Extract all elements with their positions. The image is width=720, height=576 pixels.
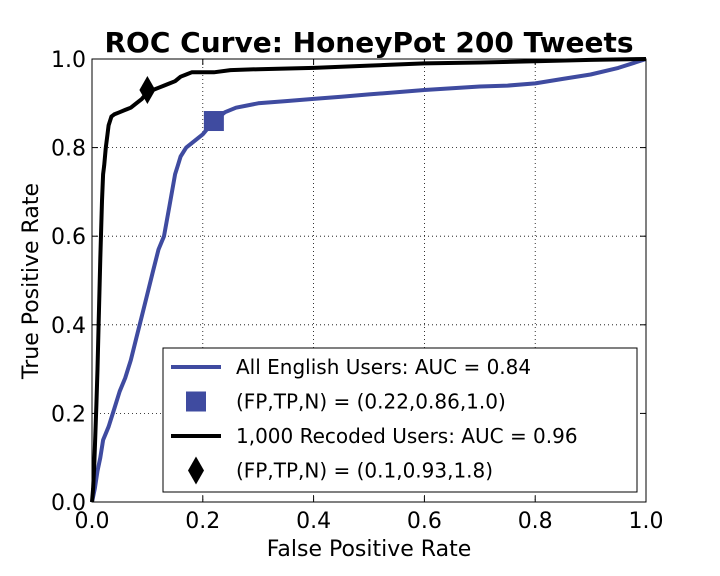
- legend-square-swatch: [186, 391, 206, 412]
- legend-label: (FP,TP,N) = (0.22,0.86,1.0): [236, 390, 506, 414]
- plot-frame: [91, 58, 647, 503]
- x-tick-label: 0.0: [75, 509, 110, 534]
- roc-curve-line: [90, 57, 647, 503]
- legend: All English Users: AUC = 0.84 (FP,TP,N) =…: [162, 347, 638, 493]
- legend-label: 1,000 Recoded Users: AUC = 0.96: [236, 424, 578, 448]
- x-tick-label: 1.0: [629, 509, 664, 534]
- y-tick-label: 0.4: [51, 314, 86, 339]
- y-axis-ticks: 0.0 0.2 0.4 0.6 0.8 1.0: [51, 48, 646, 516]
- legend-box: [162, 347, 638, 493]
- x-tick-label: 0.8: [518, 509, 553, 534]
- legend-label: (FP,TP,N) = (0.1,0.93,1.8): [236, 459, 493, 483]
- roc-curve-line: [90, 57, 647, 503]
- x-tick-label: 0.2: [185, 509, 220, 534]
- x-tick-label: 0.4: [296, 509, 331, 534]
- y-tick-label: 0.6: [51, 225, 86, 250]
- y-tick-label: 0.8: [51, 137, 86, 162]
- operating-point-diamond: [139, 76, 156, 105]
- y-tick-label: 0.0: [51, 491, 86, 516]
- y-axis-title: True Positive Rate: [19, 183, 44, 380]
- plot-area: [90, 57, 647, 503]
- x-tick-label: 0.6: [407, 509, 442, 534]
- x-axis-ticks: 0.0 0.2 0.4 0.6 0.8 1.0: [75, 59, 664, 534]
- legend-diamond-swatch: [188, 456, 204, 485]
- x-axis-title: False Positive Rate: [267, 537, 471, 562]
- chart-title: ROC Curve: HoneyPot 200 Tweets: [105, 26, 634, 59]
- y-tick-label: 1.0: [51, 48, 86, 73]
- operating-point-square: [203, 111, 224, 132]
- legend-label: All English Users: AUC = 0.84: [236, 355, 531, 379]
- y-tick-label: 0.2: [51, 402, 86, 427]
